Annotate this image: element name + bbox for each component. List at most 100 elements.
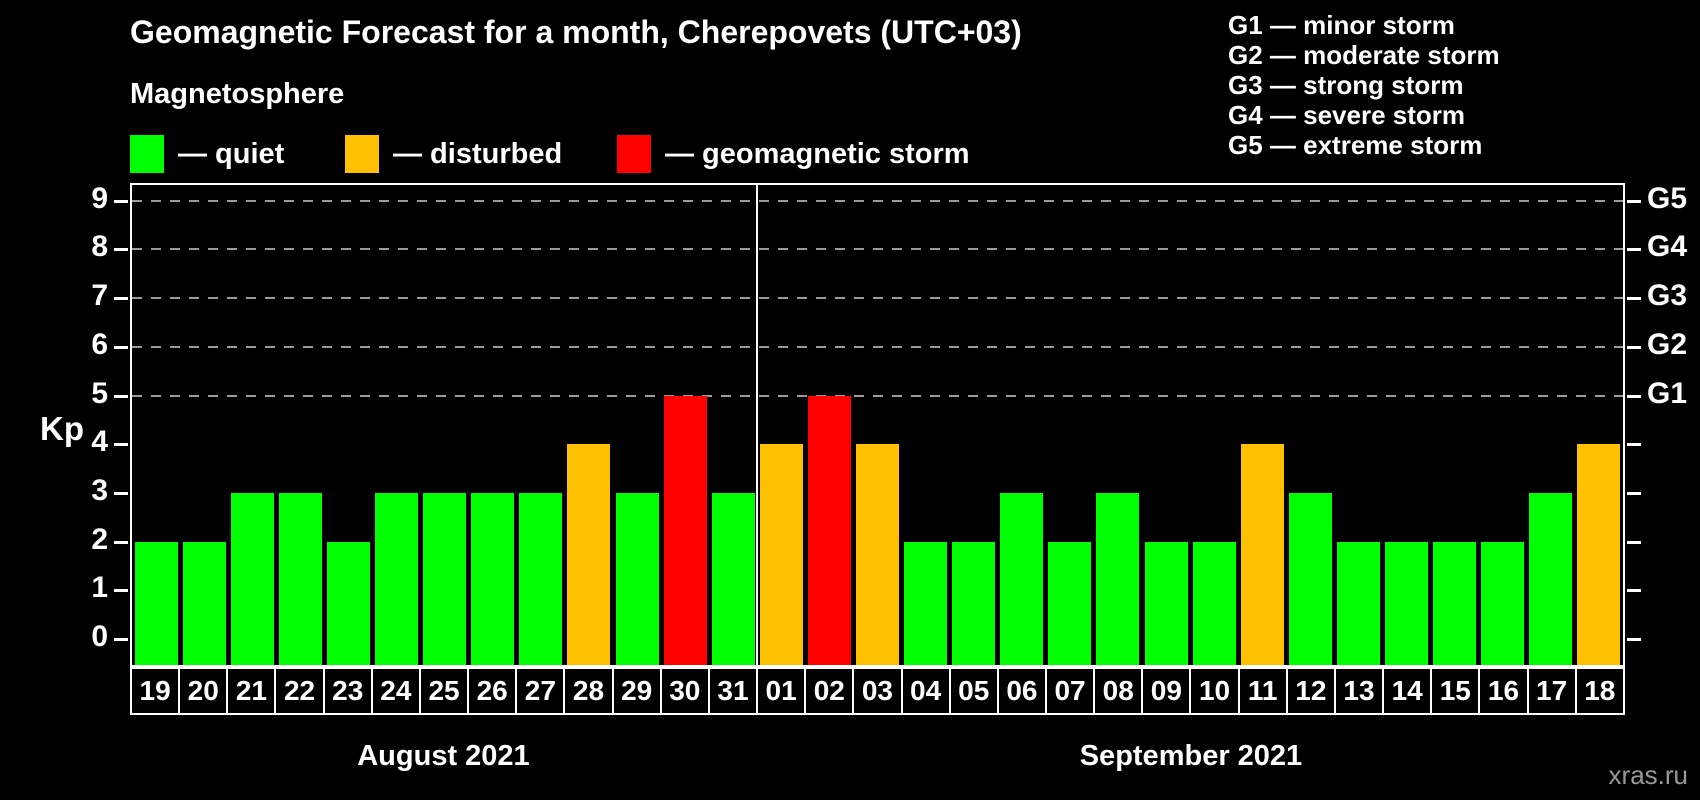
y-tick-label-7: 7 [91, 279, 108, 313]
kp-bar-11 [1240, 444, 1284, 665]
kp-bar-05 [952, 541, 996, 665]
kp-bar-02 [807, 395, 851, 665]
g-axis-label-G1: G1 [1647, 376, 1688, 410]
legend-label-storm: — geomagnetic storm [665, 137, 970, 170]
g-legend-line-3: G3 — strong storm [1228, 70, 1464, 100]
y-tick-label-2: 2 [91, 522, 108, 556]
y-tick-left-7 [114, 297, 128, 301]
y-tick-left-1 [114, 589, 128, 593]
kp-bar-29 [615, 492, 659, 665]
kp-bar-10 [1192, 541, 1236, 665]
gridline-kp7 [132, 297, 1623, 300]
date-cell-14: 14 [1382, 667, 1433, 715]
date-cell-31: 31 [707, 667, 759, 715]
legend-label-disturbed: — disturbed [393, 137, 563, 170]
y-tick-label-8: 8 [91, 230, 108, 264]
watermark: xras.ru [1608, 760, 1688, 790]
gridline-kp8 [132, 248, 1623, 251]
legend-swatch-disturbed [345, 135, 379, 173]
date-cell-13: 13 [1333, 667, 1385, 715]
y-tick-label-1: 1 [91, 571, 108, 605]
date-cell-11: 11 [1237, 667, 1288, 715]
date-cell-19: 19 [130, 667, 181, 715]
legend-swatch-storm [617, 135, 651, 173]
month-label-1: September 2021 [1079, 740, 1303, 772]
date-cell-16: 16 [1478, 667, 1529, 715]
g-legend-line-2: G2 — moderate storm [1228, 40, 1500, 70]
date-cell-03: 03 [852, 667, 903, 715]
y-tick-left-9 [114, 199, 128, 203]
date-cell-30: 30 [659, 667, 710, 715]
y-tick-right-5 [1627, 394, 1641, 398]
y-tick-label-0: 0 [91, 620, 108, 653]
kp-bar-24 [375, 492, 419, 665]
date-cell-05: 05 [948, 667, 999, 715]
y-tick-right-9 [1627, 199, 1641, 203]
date-axis-row: 19 20 21 22 23 24 25 26 27 28 29 30 31 01 02 03 04 05 06 07… [130, 667, 1625, 715]
date-cell-28: 28 [563, 667, 614, 715]
kp-bar-20 [182, 541, 226, 665]
y-tick-right-6 [1627, 345, 1641, 349]
kp-bar-18 [1577, 444, 1621, 665]
date-cell-18: 18 [1574, 667, 1625, 715]
kp-bar-06 [1000, 492, 1044, 665]
kp-bar-30 [663, 395, 707, 665]
date-cell-08: 08 [1093, 667, 1144, 715]
date-cell-04: 04 [900, 667, 951, 715]
g-scale-legend: G1 — minor storm G2 — moderate storm G3 — … [1228, 10, 1500, 160]
kp-bar-08 [1096, 492, 1140, 665]
y-tick-left-4 [114, 443, 128, 447]
g-axis-label-G4: G4 [1647, 230, 1688, 264]
date-cell-09: 09 [1141, 667, 1192, 715]
y-tick-label-3: 3 [91, 473, 108, 507]
kp-bar-28 [567, 444, 611, 665]
kp-bar-23 [326, 541, 370, 665]
y-tick-right-3 [1627, 491, 1641, 495]
g-axis-label-G5: G5 [1647, 181, 1688, 215]
chart-title: Geomagnetic Forecast for a month, Cherep… [130, 14, 1022, 50]
legend-item-disturbed: — disturbed [345, 134, 562, 174]
date-cell-21: 21 [226, 667, 277, 715]
kp-bar-15 [1433, 541, 1477, 665]
kp-bar-14 [1385, 541, 1429, 665]
legend-item-storm: — geomagnetic storm [617, 134, 970, 174]
legend-swatch-quiet [130, 135, 164, 173]
date-cell-27: 27 [515, 667, 566, 715]
kp-bar-13 [1336, 541, 1380, 665]
legend-label-quiet: — quiet [178, 137, 285, 170]
y-tick-right-0 [1627, 638, 1641, 641]
plot-area [130, 183, 1625, 667]
kp-bar-19 [134, 541, 178, 665]
y-tick-right-4 [1627, 443, 1641, 447]
date-cell-26: 26 [467, 667, 518, 715]
y-tick-right-1 [1627, 589, 1641, 593]
kp-bar-07 [1048, 541, 1092, 665]
kp-bar-12 [1288, 492, 1332, 665]
g-axis-label-G2: G2 [1647, 327, 1688, 361]
date-cell-15: 15 [1430, 667, 1481, 715]
y-tick-left-0 [114, 638, 128, 641]
gridline-kp5 [132, 394, 1623, 397]
kp-bar-17 [1529, 492, 1573, 665]
legend-item-quiet: — quiet [130, 134, 284, 174]
g-legend-line-4: G4 — severe storm [1228, 100, 1466, 130]
y-tick-left-3 [114, 491, 128, 495]
kp-bar-03 [856, 444, 899, 665]
kp-bar-16 [1481, 541, 1525, 665]
date-cell-07: 07 [1044, 667, 1096, 715]
month-separator-line [756, 185, 759, 665]
gridline-kp6 [132, 345, 1623, 348]
y-tick-right-7 [1627, 297, 1641, 301]
kp-bar-22 [278, 492, 322, 665]
kp-bar-21 [230, 492, 274, 665]
y-tick-left-8 [114, 248, 128, 252]
date-cell-20: 20 [178, 667, 229, 715]
y-tick-label-5: 5 [91, 376, 108, 410]
g-axis-label-G3: G3 [1647, 279, 1688, 313]
g-legend-line-5: G5 — extreme storm [1228, 130, 1483, 160]
kp-bar-26 [471, 492, 515, 665]
y-axis-title: Kp [40, 410, 84, 447]
kp-bar-25 [423, 492, 467, 665]
y-tick-label-4: 4 [91, 425, 108, 459]
